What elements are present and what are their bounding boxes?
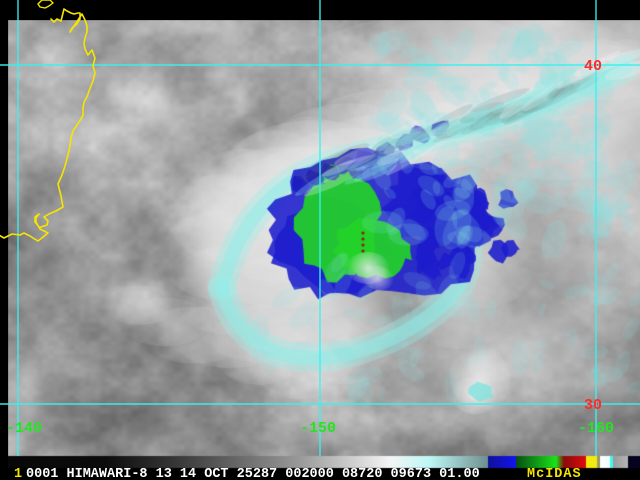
svg-text:1: 1 (14, 467, 22, 480)
svg-text:40: 40 (584, 58, 602, 75)
svg-text:0001 HIMAWARI-8 13 14 OCT 25: 0001 HIMAWARI-8 13 14 OCT 25287 002000 0… (26, 467, 480, 480)
svg-text:-160: -160 (578, 420, 614, 437)
svg-text:McIDAS: McIDAS (527, 467, 582, 480)
svg-text:-150: -150 (300, 420, 336, 437)
svg-text:-140: -140 (6, 420, 42, 437)
svg-text:30: 30 (584, 397, 602, 414)
